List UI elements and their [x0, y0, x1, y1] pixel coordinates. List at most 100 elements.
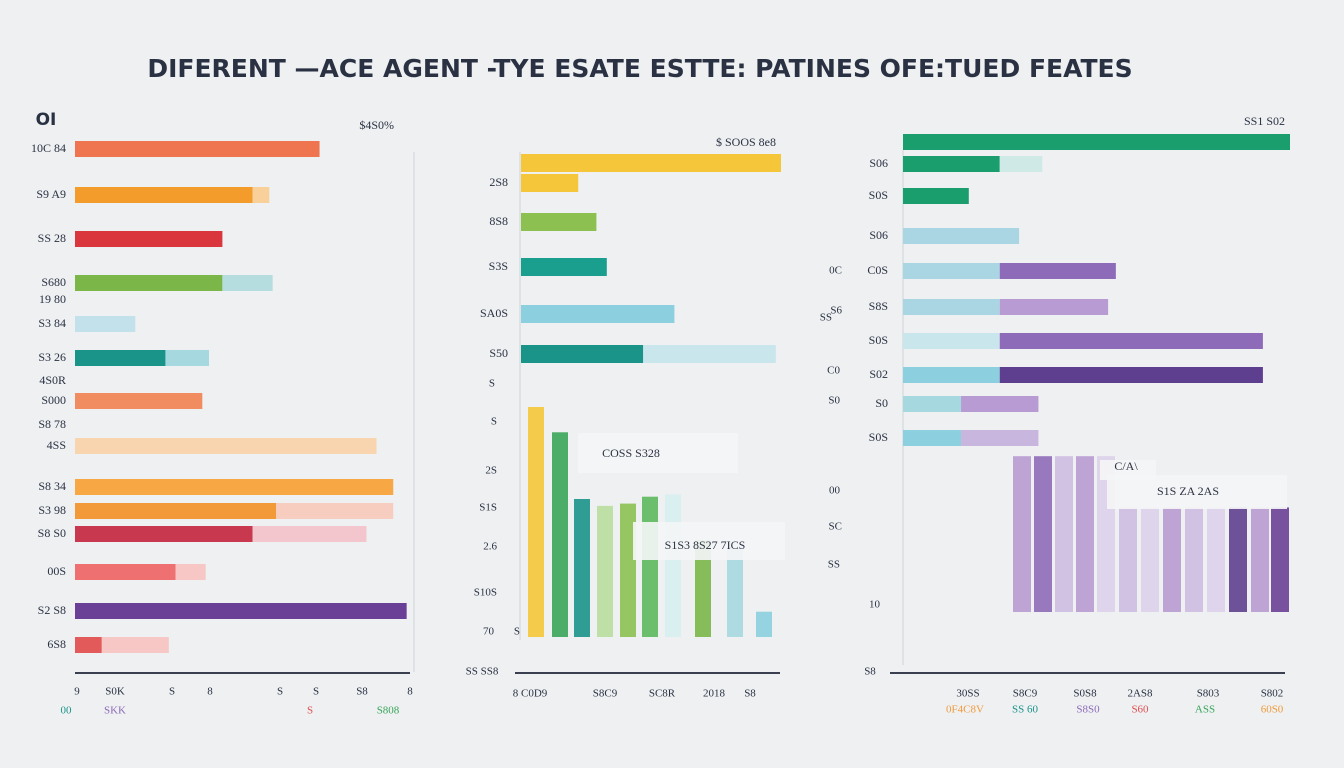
- bar: [999, 156, 1043, 172]
- label-box: [578, 433, 738, 473]
- side-label: S10S: [474, 587, 497, 599]
- box-label: S1S3 8S27 7ICS: [665, 538, 746, 552]
- column: [1271, 507, 1289, 612]
- bar: [165, 350, 209, 366]
- bottom-label: 60S0: [1261, 704, 1284, 716]
- box-label: S1S ZA 2AS: [1157, 484, 1219, 498]
- category-label: S02: [869, 367, 888, 381]
- bottom-label: 9: [74, 686, 80, 698]
- column: [1119, 507, 1137, 612]
- column: [528, 407, 544, 637]
- category-label: S06: [869, 228, 888, 242]
- column: [574, 499, 590, 637]
- bar: [521, 345, 644, 363]
- bar: [521, 305, 675, 323]
- bar: [252, 187, 270, 203]
- side-label: 0C: [829, 265, 842, 277]
- column: [727, 547, 743, 637]
- side-label: SS: [828, 559, 840, 571]
- column: [1055, 456, 1073, 612]
- side-label: S: [489, 378, 495, 390]
- bottom-label: 2AS8: [1127, 688, 1153, 700]
- column: [1034, 456, 1052, 612]
- bar: [521, 174, 579, 192]
- bar: [521, 154, 781, 172]
- bottom-label: S803: [1197, 688, 1220, 700]
- bar: [75, 603, 407, 619]
- bar: [276, 503, 394, 519]
- category-label: 19 80: [39, 292, 66, 306]
- bottom-label: 8 C0D9: [513, 688, 548, 700]
- category-label: S8 34: [38, 479, 66, 493]
- bottom-label: S: [169, 686, 175, 698]
- bottom-label: SC8R: [649, 688, 676, 700]
- column: [1076, 456, 1094, 612]
- side-label: 2.6: [483, 541, 497, 553]
- bar: [75, 637, 102, 653]
- bottom-label: S: [277, 686, 283, 698]
- title: DIFERENT —ACE AGENT -TYE ESATE ESTTE: PA…: [147, 54, 1132, 83]
- side-label: SS: [820, 312, 832, 324]
- category-label: S8S: [869, 299, 888, 313]
- side-label: SC: [829, 521, 842, 533]
- column: [642, 496, 658, 637]
- bar: [75, 275, 223, 291]
- bar: [75, 503, 276, 519]
- bar: [961, 430, 1039, 446]
- box-label: COSS S328: [602, 446, 660, 460]
- category-label: S8 S0: [38, 526, 66, 540]
- bar: [175, 564, 206, 580]
- category-label: S680: [41, 275, 66, 289]
- bar: [903, 134, 1290, 150]
- category-label: S0S: [869, 333, 888, 347]
- category-label: 8S8: [489, 214, 508, 228]
- bar: [75, 526, 253, 542]
- bottom-label: S808: [377, 705, 400, 717]
- bar: [75, 141, 320, 157]
- category-label: 6S8: [47, 637, 66, 651]
- annotation: $4S0%: [359, 118, 394, 132]
- bottom-label: S8C9: [593, 688, 618, 700]
- category-label: 10C 84: [31, 141, 66, 155]
- side-label: 2S: [485, 465, 497, 477]
- side-label: S0: [828, 395, 840, 407]
- bottom-label: S0K: [105, 686, 125, 698]
- column: [756, 611, 772, 637]
- side-label: 10: [869, 599, 881, 611]
- bar: [903, 228, 1020, 244]
- category-label: SS 28: [38, 231, 66, 245]
- side-label: 00: [829, 485, 841, 497]
- column: [1185, 507, 1203, 612]
- category-label: S3S: [489, 259, 508, 273]
- category-label: SA0S: [480, 306, 508, 320]
- box-label: C/A\: [1114, 459, 1138, 473]
- bar: [75, 316, 136, 332]
- bottom-label: S60: [1131, 704, 1149, 716]
- bar: [252, 526, 367, 542]
- column: [1141, 507, 1159, 612]
- label-box: [1100, 460, 1156, 480]
- bar: [999, 333, 1263, 349]
- category-label: 4SS: [47, 438, 66, 452]
- category-label: S3 26: [38, 350, 66, 364]
- column: [597, 505, 613, 637]
- side-label: S: [491, 416, 497, 428]
- category-label: S50: [489, 346, 508, 360]
- column: [1163, 507, 1181, 612]
- bar: [903, 430, 962, 446]
- bottom-label: S8: [864, 666, 876, 678]
- label-box: [633, 522, 785, 560]
- category-label: S3 98: [38, 503, 66, 517]
- category-label: 2S8: [489, 175, 508, 189]
- bottom-label: SS 60: [1012, 704, 1038, 716]
- bar: [643, 345, 776, 363]
- column: [1251, 507, 1269, 612]
- bar: [999, 263, 1116, 279]
- bottom-label: 00: [61, 705, 73, 717]
- category-label: S3 84: [38, 316, 66, 330]
- bar: [521, 213, 597, 231]
- bar: [903, 333, 1000, 349]
- bottom-label: 30SS: [956, 688, 979, 700]
- side-label: C0: [827, 365, 840, 377]
